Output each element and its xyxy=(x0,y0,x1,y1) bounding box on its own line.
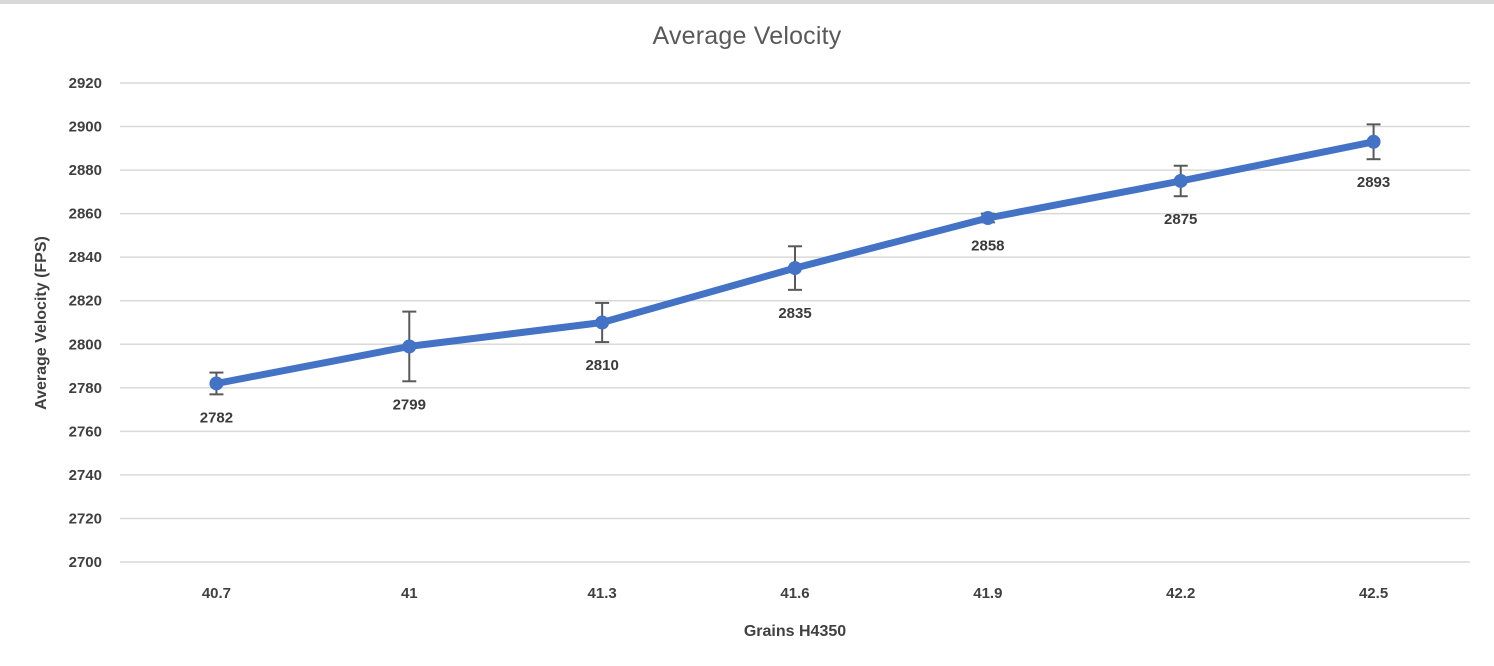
data-point-marker[interactable] xyxy=(402,339,417,354)
data-point-marker[interactable] xyxy=(209,376,224,391)
data-point-marker[interactable] xyxy=(788,261,802,276)
y-tick-label: 2800 xyxy=(69,336,102,353)
y-axis-title: Average Velocity (FPS) xyxy=(33,236,50,410)
y-tick-label: 2820 xyxy=(69,293,102,310)
x-tick-label: 41 xyxy=(401,585,418,602)
y-tick-label: 2760 xyxy=(69,423,102,440)
data-labels: 2782 2799 2810 2835 2858 2875 2893 xyxy=(200,174,1391,426)
y-tick-label: 2860 xyxy=(69,206,102,223)
data-point-marker[interactable] xyxy=(1173,173,1188,188)
y-tick-label: 2740 xyxy=(69,467,102,484)
y-tick-label: 2840 xyxy=(69,249,102,266)
y-tick-label: 2880 xyxy=(69,162,102,179)
chart-title: Average Velocity xyxy=(652,22,842,50)
x-axis-tick-labels: 40.7 41 41.3 41.6 41.9 42.2 42.5 xyxy=(202,585,1388,602)
y-tick-label: 2920 xyxy=(69,75,102,92)
x-tick-label: 42.5 xyxy=(1359,585,1388,602)
data-label: 2799 xyxy=(393,396,426,413)
y-tick-label: 2720 xyxy=(69,510,102,527)
x-tick-label: 41.6 xyxy=(780,585,809,602)
data-point-marker[interactable] xyxy=(1366,134,1381,149)
y-tick-label: 2700 xyxy=(69,554,102,571)
data-point-markers xyxy=(209,134,1381,391)
data-point-marker[interactable] xyxy=(595,315,610,330)
data-label: 2858 xyxy=(971,237,1004,254)
data-point-marker[interactable] xyxy=(980,210,995,225)
x-tick-label: 41.9 xyxy=(973,585,1002,602)
x-tick-label: 42.2 xyxy=(1166,585,1195,602)
data-label: 2875 xyxy=(1164,211,1197,228)
x-tick-label: 41.3 xyxy=(588,585,617,602)
window-top-border xyxy=(0,0,1494,4)
x-tick-label: 40.7 xyxy=(202,585,231,602)
y-axis-tick-labels: 2700 2720 2740 2760 2780 2800 2820 2840 2860 2880… xyxy=(69,75,102,571)
data-label: 2893 xyxy=(1357,174,1390,191)
y-tick-label: 2780 xyxy=(69,380,102,397)
y-tick-label: 2900 xyxy=(69,119,102,136)
data-label: 2782 xyxy=(200,409,233,426)
data-label: 2835 xyxy=(778,305,811,322)
data-label: 2810 xyxy=(585,357,618,374)
gridlines xyxy=(120,82,1470,563)
x-axis-title: Grains H4350 xyxy=(744,623,846,640)
